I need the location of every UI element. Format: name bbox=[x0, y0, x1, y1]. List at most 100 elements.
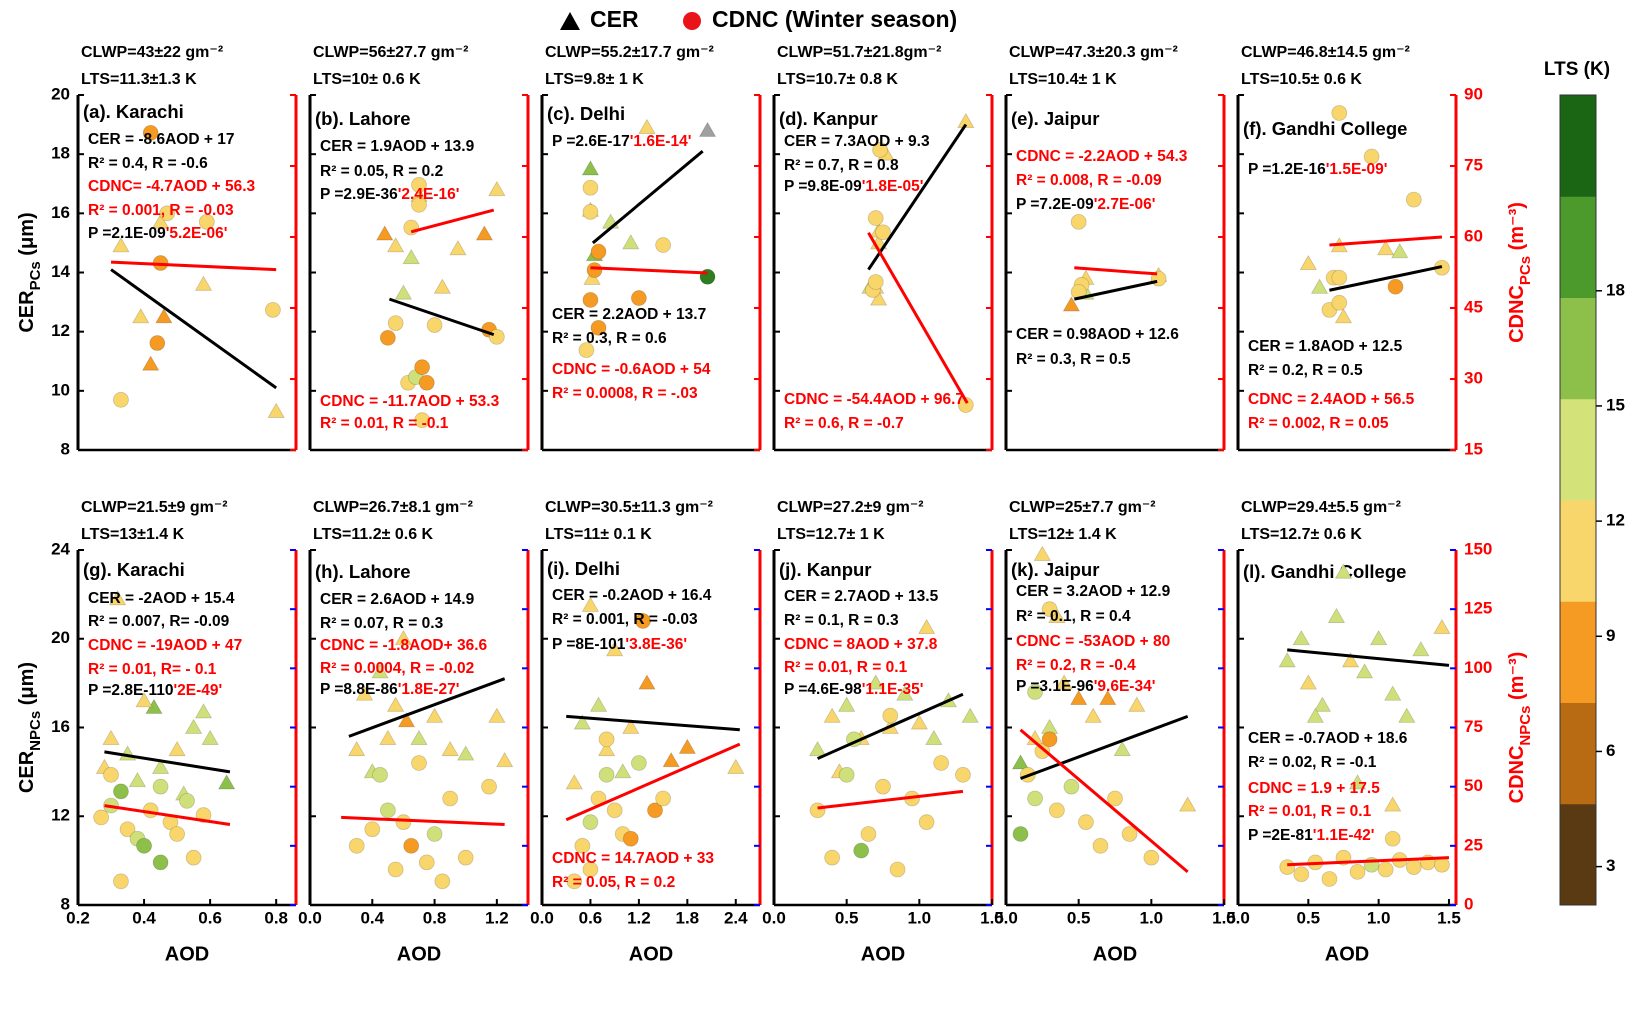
cdnc-point bbox=[426, 317, 443, 333]
cer-point bbox=[1099, 689, 1117, 706]
x-tick-label: 0.5 bbox=[1067, 908, 1091, 927]
fit-line bbox=[1287, 648, 1450, 667]
cer-point bbox=[638, 118, 656, 134]
cer-point bbox=[1113, 740, 1131, 757]
cer-point bbox=[475, 225, 494, 241]
y2-tick-label: 150 bbox=[1464, 539, 1492, 558]
annotation: P =2.1E-09'5.2E-06' bbox=[88, 225, 227, 242]
annotation-part: CER = -0.2AOD + 16.4 bbox=[552, 587, 712, 604]
y2-tick-label: 45 bbox=[1464, 297, 1483, 316]
clwp-label: CLWP=25±7.7 gm⁻² bbox=[1009, 499, 1156, 516]
clwp-label: CLWP=30.5±11.3 gm⁻² bbox=[545, 499, 713, 516]
cdnc-point bbox=[955, 766, 971, 783]
cdnc-point bbox=[590, 319, 607, 336]
cer-point bbox=[201, 729, 219, 745]
cer-point bbox=[184, 718, 203, 734]
annotation-part: R² = 0.3, R = 0.6 bbox=[552, 330, 667, 347]
cdnc-point bbox=[198, 213, 215, 230]
cdnc-point bbox=[867, 274, 884, 290]
x-tick-label: 1.2 bbox=[627, 908, 651, 927]
clwp-label: CLWP=21.5±9 gm⁻² bbox=[81, 499, 228, 516]
annotation: CER = 1.8AOD + 12.5 bbox=[1248, 338, 1403, 355]
x-tick-label: 0.0 bbox=[1226, 908, 1250, 927]
cer-point bbox=[376, 225, 394, 241]
annotation-part: R² = 0.6, R = -0.7 bbox=[784, 415, 904, 432]
annotation: CDNC = -19AOD + 47 bbox=[88, 637, 242, 654]
annotation-part: R² = 0.01, R = 0.1 bbox=[784, 659, 908, 676]
fit-line bbox=[110, 268, 278, 390]
annotation-part: R² = 0.01, R= - 0.1 bbox=[88, 661, 217, 678]
annotation-part: '1.8E-05' bbox=[862, 178, 924, 195]
annotation: R² = 0.001, R = -0.03 bbox=[552, 611, 698, 628]
annotation-part: R² = 0.02, R = -0.1 bbox=[1248, 754, 1377, 771]
cer-point bbox=[565, 774, 583, 790]
cer-point bbox=[1033, 545, 1052, 561]
x-tick-label: 1.2 bbox=[485, 908, 509, 927]
cdnc-point bbox=[1012, 826, 1029, 842]
cer-point bbox=[622, 718, 640, 734]
annotation-part: P =4.6E-98 bbox=[784, 681, 862, 698]
cer-point bbox=[386, 237, 405, 253]
cdnc-point bbox=[582, 292, 599, 308]
x-tick-label: 1.5 bbox=[980, 908, 1004, 927]
cer-point bbox=[961, 707, 979, 723]
panel-title: (a). Karachi bbox=[83, 101, 184, 122]
cer-point bbox=[1178, 796, 1197, 812]
cdnc-point bbox=[1331, 294, 1348, 311]
cer-point bbox=[1040, 718, 1059, 734]
cer-point bbox=[1299, 254, 1318, 271]
cer-point bbox=[1306, 707, 1325, 723]
cer-point bbox=[151, 758, 170, 774]
cdnc-point bbox=[1384, 830, 1401, 847]
annotation: P =2E-81'1.1E-42' bbox=[1248, 827, 1374, 844]
lts-label: LTS=12.7± 0.6 K bbox=[1241, 526, 1362, 543]
cer-point bbox=[355, 685, 374, 701]
cdnc-point bbox=[152, 854, 169, 871]
annotation: R² = 0.02, R = -0.1 bbox=[1248, 754, 1377, 771]
clwp-label: CLWP=43±22 gm⁻² bbox=[81, 44, 223, 61]
annotation: P =2.8E-110'2E-49' bbox=[88, 682, 222, 699]
panel-title: (e). Jaipur bbox=[1011, 108, 1099, 129]
cdnc-point bbox=[1063, 778, 1080, 795]
label-part: (m⁻³) bbox=[1506, 202, 1528, 256]
annotation-part: CER = -0.7AOD + 18.6 bbox=[1248, 730, 1408, 747]
lts-label: LTS=10.5± 0.6 K bbox=[1241, 71, 1362, 88]
clwp-label: CLWP=27.2±9 gm⁻² bbox=[777, 499, 924, 516]
cdnc-point bbox=[414, 412, 431, 429]
clwp-label: CLWP=51.7±21.8gm⁻² bbox=[777, 44, 941, 61]
cdnc-point bbox=[93, 809, 110, 826]
fit-line bbox=[341, 815, 505, 827]
cdnc-point bbox=[582, 204, 599, 220]
cer-point bbox=[622, 234, 640, 250]
x-tick-label: 0.8 bbox=[423, 908, 447, 927]
annotation-part: R² = 0.1, R = 0.3 bbox=[784, 612, 899, 629]
fit-line bbox=[410, 208, 495, 234]
fit-line bbox=[1074, 266, 1158, 276]
annotation-part: CER = 3.2AOD + 12.9 bbox=[1016, 583, 1171, 600]
y-tick-label: 16 bbox=[51, 717, 70, 736]
cer-point bbox=[441, 740, 459, 757]
cdnc-point bbox=[1387, 278, 1404, 295]
clwp-label: CLWP=46.8±14.5 gm⁻² bbox=[1241, 44, 1410, 61]
panel-title: (h). Lahore bbox=[315, 561, 411, 582]
cer-point bbox=[488, 180, 506, 197]
annotation: CDNC = -1.8AOD+ 36.6 bbox=[320, 637, 487, 654]
cdnc-point bbox=[1321, 871, 1338, 887]
clwp-label: CLWP=29.4±5.5 gm⁻² bbox=[1241, 499, 1401, 516]
y-tick-label: 10 bbox=[51, 380, 70, 399]
cdnc-point bbox=[395, 814, 412, 831]
annotation-part: '1.5E-09' bbox=[1326, 161, 1388, 178]
annotation-part: R² = 0.001, R = -0.03 bbox=[88, 202, 234, 219]
annotation: CDNC = 1.9 + 17.5 bbox=[1248, 780, 1380, 797]
annotation: CDNC = -53AOD + 80 bbox=[1016, 633, 1170, 650]
annotation-part: CDNC = 14.7AOD + 33 bbox=[552, 850, 714, 867]
annotation-part: P =2.9E-36 bbox=[320, 186, 398, 203]
cdnc-point bbox=[1078, 814, 1094, 831]
cdnc-point bbox=[606, 802, 623, 819]
lts-label: LTS=12.7± 1 K bbox=[777, 526, 885, 543]
clwp-label: CLWP=55.2±17.7 gm⁻² bbox=[545, 44, 714, 61]
annotation: P =4.6E-98'1.1E-35' bbox=[784, 681, 923, 698]
annotation-part: CDNC = -0.6AOD + 54 bbox=[552, 361, 711, 378]
cdnc-point bbox=[655, 237, 672, 253]
annotation-part: R² = 0.2, R = -0.4 bbox=[1016, 657, 1136, 674]
